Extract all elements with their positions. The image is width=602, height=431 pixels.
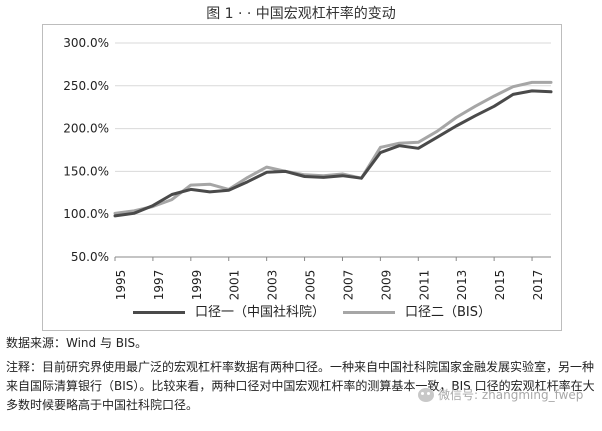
legend-swatch-series1	[133, 311, 185, 314]
series-line-series1	[113, 89, 553, 218]
x-tick-label: 1995	[114, 270, 128, 301]
x-tick-label: 2005	[304, 270, 318, 301]
legend-label-series2: 口径二（BIS）	[405, 305, 492, 320]
x-tick-label: 2001	[228, 270, 242, 301]
y-tick-label: 150.0%	[63, 164, 109, 178]
watermark-text: 微信号: zhangming_fwep	[438, 388, 584, 402]
x-tick-label: 2015	[493, 270, 507, 301]
x-tick-label: 2003	[266, 270, 280, 301]
y-tick-label: 100.0%	[63, 207, 109, 221]
y-tick-label: 200.0%	[63, 122, 109, 136]
data-source: 数据来源：Wind 与 BIS。	[6, 336, 148, 350]
wechat-icon	[418, 387, 434, 402]
x-tick-label: 2011	[417, 270, 431, 301]
legend-label-series1: 口径一（中国社科院）	[195, 305, 326, 320]
x-tick-label: 2013	[455, 270, 469, 301]
x-tick-label: 2009	[379, 270, 393, 301]
series-line-series2	[113, 80, 553, 215]
x-tick-label: 1999	[190, 270, 204, 301]
chart-frame: 50.0% 100.0% 150.0% 200.0% 250.0% 300.0% 1995 1…	[42, 24, 562, 331]
legend-item-series1: 口径一（中国社科院）	[133, 301, 325, 320]
y-tick-label: 50.0%	[71, 250, 109, 264]
x-tick-label: 1997	[152, 270, 166, 301]
x-tick-label: 2007	[341, 270, 355, 301]
chart-title: 图 1 · · 中国宏观杠杆率的变动	[206, 6, 396, 22]
y-tick-label: 300.0%	[63, 36, 109, 50]
watermark: 微信号: zhangming_fwep	[418, 386, 583, 403]
x-tick-label: 2017	[531, 270, 545, 301]
footnote: 注释：目前研究界使用最广泛的宏观杠杆率数据有两种口径。一种来自中国社科院国家金融…	[6, 360, 595, 412]
legend-item-series2: 口径二（BIS）	[343, 301, 491, 320]
line-chart: 50.0% 100.0% 150.0% 200.0% 250.0% 300.0% 1995 1…	[63, 36, 553, 301]
y-tick-label: 250.0%	[63, 79, 109, 93]
legend-swatch-series2	[343, 311, 395, 314]
